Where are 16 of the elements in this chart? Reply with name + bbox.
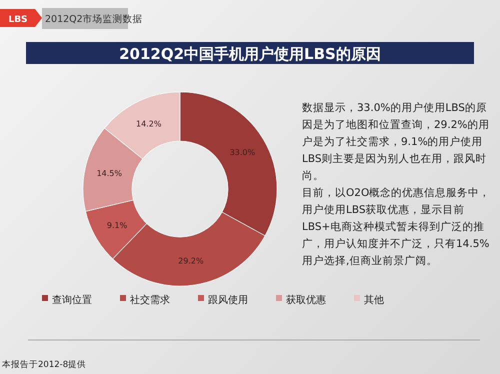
chart-subtitle: 2012Q2市场监测数据: [45, 13, 143, 25]
legend-label: 跟风使用: [208, 295, 248, 306]
data-label: 29.2%: [178, 256, 204, 266]
chart-title: 2012Q2中国手机用户使用LBS的原因: [119, 45, 381, 63]
legend-label: 查询位置: [52, 294, 92, 306]
data-label: 14.5%: [96, 168, 122, 178]
data-label: 14.2%: [136, 120, 162, 129]
legend-label: 社交需求: [130, 294, 170, 306]
text: LBS: [8, 15, 28, 25]
data-label: 33.0%: [230, 148, 256, 158]
data-label: 9.1%: [106, 220, 128, 230]
legend-label: 其他: [364, 294, 384, 306]
text: 数据显示，33.0%的用户使用LBS的原因是为了地图和位置查询，29.2%的用户是为了社交需求，9.1%的用户使用LBS则主要是因为别人也在用，跟风时尚。: [302, 101, 490, 184]
legend-label: 获取优惠: [286, 294, 326, 306]
text: 目前，以O2O概念的优惠信息服务中，用户使用LBS获取优惠，显示目前LBS+电商这种模式暂未得到广泛的推广，用户认知度并不广泛，只有14.5%用户选择,但商业前景广阔。: [302, 186, 492, 269]
text: 本报告于2012-8提供: [2, 359, 86, 370]
